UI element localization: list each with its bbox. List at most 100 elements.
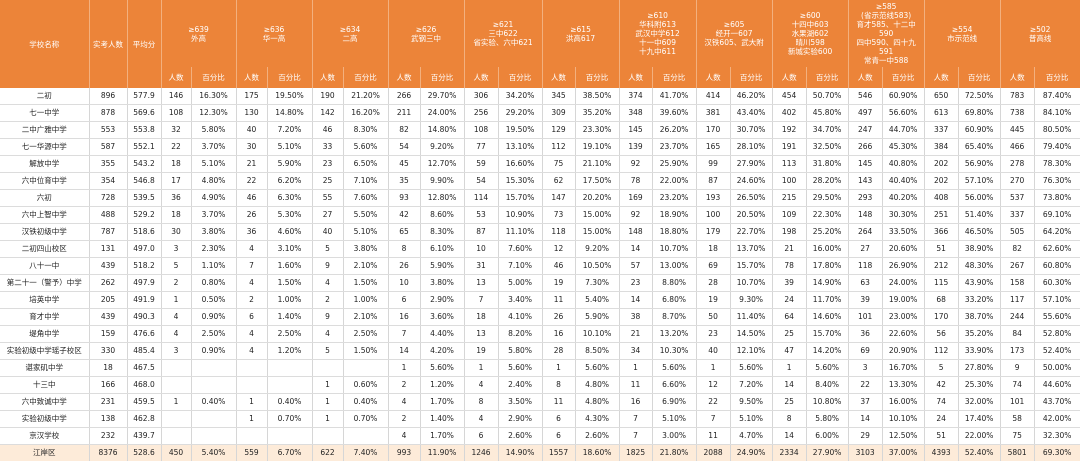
exam-count-cell: 439	[89, 257, 128, 275]
count-cell: 40	[236, 121, 268, 139]
count-cell: 62	[542, 172, 576, 190]
percent-subheader: 百分比	[1034, 67, 1080, 88]
percent-cell: 72.50%	[958, 88, 1001, 105]
count-cell: 158	[1000, 274, 1035, 292]
exam-count-cell: 205	[89, 291, 128, 309]
count-cell: 77	[464, 138, 499, 156]
count-cell: 19	[696, 291, 731, 309]
table-row: 六初 728 539.5 36 4.90% 46 6.30% 55 7.60% 93 12.80% 1…	[0, 189, 1080, 207]
percent-cell: 6.10%	[420, 240, 465, 258]
score-distribution-table: 学校名称 实考人数 平均分 ≥639 外高 ≥636 华一高 ≥634 二高 ≥626 武钢三…	[0, 0, 1080, 461]
count-cell: 101	[848, 308, 883, 326]
table-row: 七一华源中学 587 552.1 22 3.70% 30 5.10% 33 5.60% 54 9.2…	[0, 138, 1080, 156]
count-cell: 179	[696, 223, 731, 241]
count-cell: 4	[464, 410, 499, 428]
percent-cell: 11.70%	[806, 291, 849, 309]
count-cell: 78	[619, 172, 653, 190]
count-cell: 2	[312, 291, 344, 309]
percent-cell: 2.50%	[343, 325, 389, 343]
count-cell: 3	[848, 359, 883, 377]
threshold-group-header: ≥634 二高	[312, 0, 389, 67]
percent-cell: 20.60%	[882, 240, 925, 258]
percent-cell: 0.70%	[267, 410, 313, 428]
percent-cell: 5.80%	[806, 410, 849, 428]
count-cell: 112	[542, 138, 576, 156]
count-cell: 78	[772, 257, 807, 275]
percent-cell: 14.90%	[498, 444, 543, 461]
count-cell: 2	[161, 274, 192, 292]
percent-cell: 25.30%	[958, 376, 1001, 394]
count-subheader: 人数	[848, 67, 883, 88]
count-cell: 270	[1000, 172, 1035, 190]
threshold-line: 外高	[191, 33, 206, 43]
threshold-line: ≥610	[647, 11, 668, 20]
percent-cell: 0.70%	[343, 410, 389, 428]
count-cell: 54	[464, 172, 499, 190]
count-cell: 13	[464, 325, 499, 343]
percent-cell: 8.60%	[420, 206, 465, 224]
threshold-line: 四中590、四十九	[856, 38, 916, 47]
school-name-cell: 培英中学	[0, 291, 90, 309]
percent-cell: 5.00%	[498, 274, 543, 292]
percent-cell: 56.90%	[958, 155, 1001, 173]
percent-cell: 10.50%	[575, 257, 620, 275]
percent-cell: 78.30%	[1034, 155, 1080, 173]
average-score-cell: 528.6	[127, 444, 162, 461]
exam-count-cell: 131	[89, 240, 128, 258]
threshold-line: ≥636	[263, 24, 285, 34]
count-cell: 37	[848, 393, 883, 411]
count-cell: 202	[924, 155, 959, 173]
count-cell: 1	[161, 393, 192, 411]
count-subheader: 人数	[161, 67, 192, 88]
school-name-cell: 二中广雅中学	[0, 121, 90, 139]
count-cell: 100	[772, 172, 807, 190]
percent-cell: 1.20%	[267, 342, 313, 360]
count-cell: 2	[236, 291, 268, 309]
count-cell: 40	[696, 342, 731, 360]
exam-count-cell: 166	[89, 376, 128, 394]
school-name-cell: 六初	[0, 189, 90, 207]
threshold-line: 华科附613	[639, 20, 676, 29]
table-row: 二中广雅中学 553 553.8 32 5.80% 40 7.20% 46 8.30% 82 14.…	[0, 121, 1080, 139]
percent-cell: 10.10%	[575, 325, 620, 343]
school-name-cell: 第二十一（警予）中学	[0, 274, 90, 292]
count-cell: 173	[1000, 342, 1035, 360]
average-score-cell: 539.5	[127, 189, 162, 207]
count-cell: 18	[696, 240, 731, 258]
count-cell: 7	[388, 325, 421, 343]
threshold-line: ≥585	[875, 2, 897, 11]
percent-cell: 0.40%	[343, 393, 389, 411]
threshold-line: 十九中611	[639, 47, 676, 56]
threshold-line: ≥615	[570, 24, 591, 34]
table-row: 育才中学 439 490.3 4 0.90% 6 1.40% 9 2.10% 16 3.60% 18 4…	[0, 308, 1080, 326]
percent-cell: 10.70%	[652, 240, 697, 258]
percent-cell: 20.50%	[730, 206, 773, 224]
percent-subheader: 百分比	[575, 67, 620, 88]
count-cell: 408	[924, 189, 959, 207]
count-cell: 5	[312, 240, 344, 258]
average-score-cell: 491.9	[127, 291, 162, 309]
count-cell: 7	[236, 257, 268, 275]
percent-cell: 46.50%	[958, 223, 1001, 241]
exam-count-header: 实考人数	[89, 0, 128, 88]
table-header: 学校名称 实考人数 平均分 ≥639 外高 ≥636 华一高 ≥634 二高 ≥626 武钢三…	[0, 0, 1080, 88]
school-name-cell: 六中上智中学	[0, 206, 90, 224]
average-score-cell: 467.5	[127, 359, 162, 377]
count-cell: 5	[161, 257, 192, 275]
percent-cell: 46.20%	[730, 88, 773, 105]
count-cell: 26	[388, 257, 421, 275]
percent-cell: 2.90%	[498, 410, 543, 428]
count-cell: 54	[388, 138, 421, 156]
count-cell: 25	[312, 172, 344, 190]
count-cell: 306	[464, 88, 499, 105]
exam-count-cell: 330	[89, 342, 128, 360]
count-cell: 22	[161, 138, 192, 156]
percent-cell	[191, 376, 237, 394]
average-score-cell: 485.4	[127, 342, 162, 360]
count-cell: 251	[924, 206, 959, 224]
count-cell: 92	[619, 155, 653, 173]
count-cell: 3103	[848, 444, 883, 461]
percent-cell: 1.20%	[420, 376, 465, 394]
percent-cell: 64.20%	[1034, 223, 1080, 241]
average-score-cell: 518.6	[127, 223, 162, 241]
